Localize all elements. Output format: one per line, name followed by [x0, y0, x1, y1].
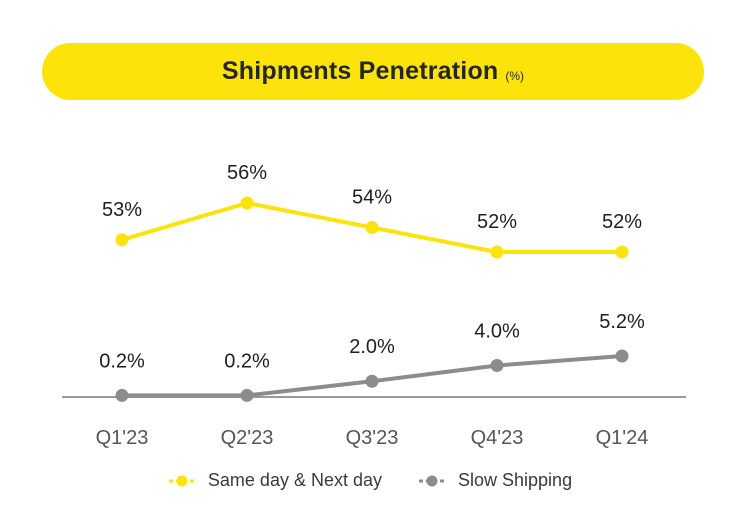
chart-legend: Same day & Next day Slow Shipping: [0, 470, 740, 491]
legend-label-same-day: Same day & Next day: [207, 470, 382, 490]
legend-marker-slow-shipping: [419, 475, 445, 486]
data-label-slow-shipping: 4.0%: [474, 320, 520, 342]
data-point-slow-shipping: [615, 349, 629, 363]
data-label-slow-shipping: 0.2%: [224, 350, 270, 372]
x-tick-label: Q4'23: [471, 427, 524, 449]
data-point-same-day: [490, 245, 504, 259]
data-point-slow-shipping: [365, 374, 379, 388]
x-tick-label: Q1'23: [96, 427, 149, 449]
x-tick-label: Q1'24: [596, 427, 649, 449]
data-label-same-day: 52%: [602, 211, 642, 233]
legend-item-same-day: Same day & Next day: [168, 470, 382, 491]
data-point-slow-shipping: [115, 388, 129, 402]
data-label-same-day: 56%: [227, 162, 267, 184]
data-label-slow-shipping: 2.0%: [349, 336, 395, 358]
line-chart: 53% 56% 54% 52% 52% 0.2% 0.2% 2.0% 4.0% 5.2% Q1'2…: [62, 162, 686, 449]
chart-unit: (%): [505, 68, 525, 83]
chart-title: Shipments Penetration: [221, 57, 499, 85]
data-point-slow-shipping: [490, 358, 504, 372]
legend-label-slow-shipping: Slow Shipping: [458, 470, 573, 490]
data-label-same-day: 52%: [477, 211, 517, 233]
data-point-same-day: [115, 233, 129, 247]
legend-marker-same-day: [168, 475, 195, 486]
x-tick-label: Q3'23: [346, 427, 399, 449]
data-label-slow-shipping: 5.2%: [599, 311, 645, 333]
x-tick-label: Q2'23: [221, 427, 274, 449]
data-label-same-day: 54%: [352, 187, 392, 209]
data-point-same-day: [365, 221, 379, 234]
data-label-slow-shipping: 0.2%: [99, 350, 145, 372]
title-banner: Shipments Penetration (%): [42, 43, 704, 100]
data-point-same-day: [615, 245, 629, 259]
data-point-same-day: [240, 196, 254, 210]
data-point-slow-shipping: [240, 388, 254, 402]
data-label-same-day: 53%: [102, 199, 142, 221]
legend-item-slow-shipping: Slow Shipping: [418, 470, 572, 491]
